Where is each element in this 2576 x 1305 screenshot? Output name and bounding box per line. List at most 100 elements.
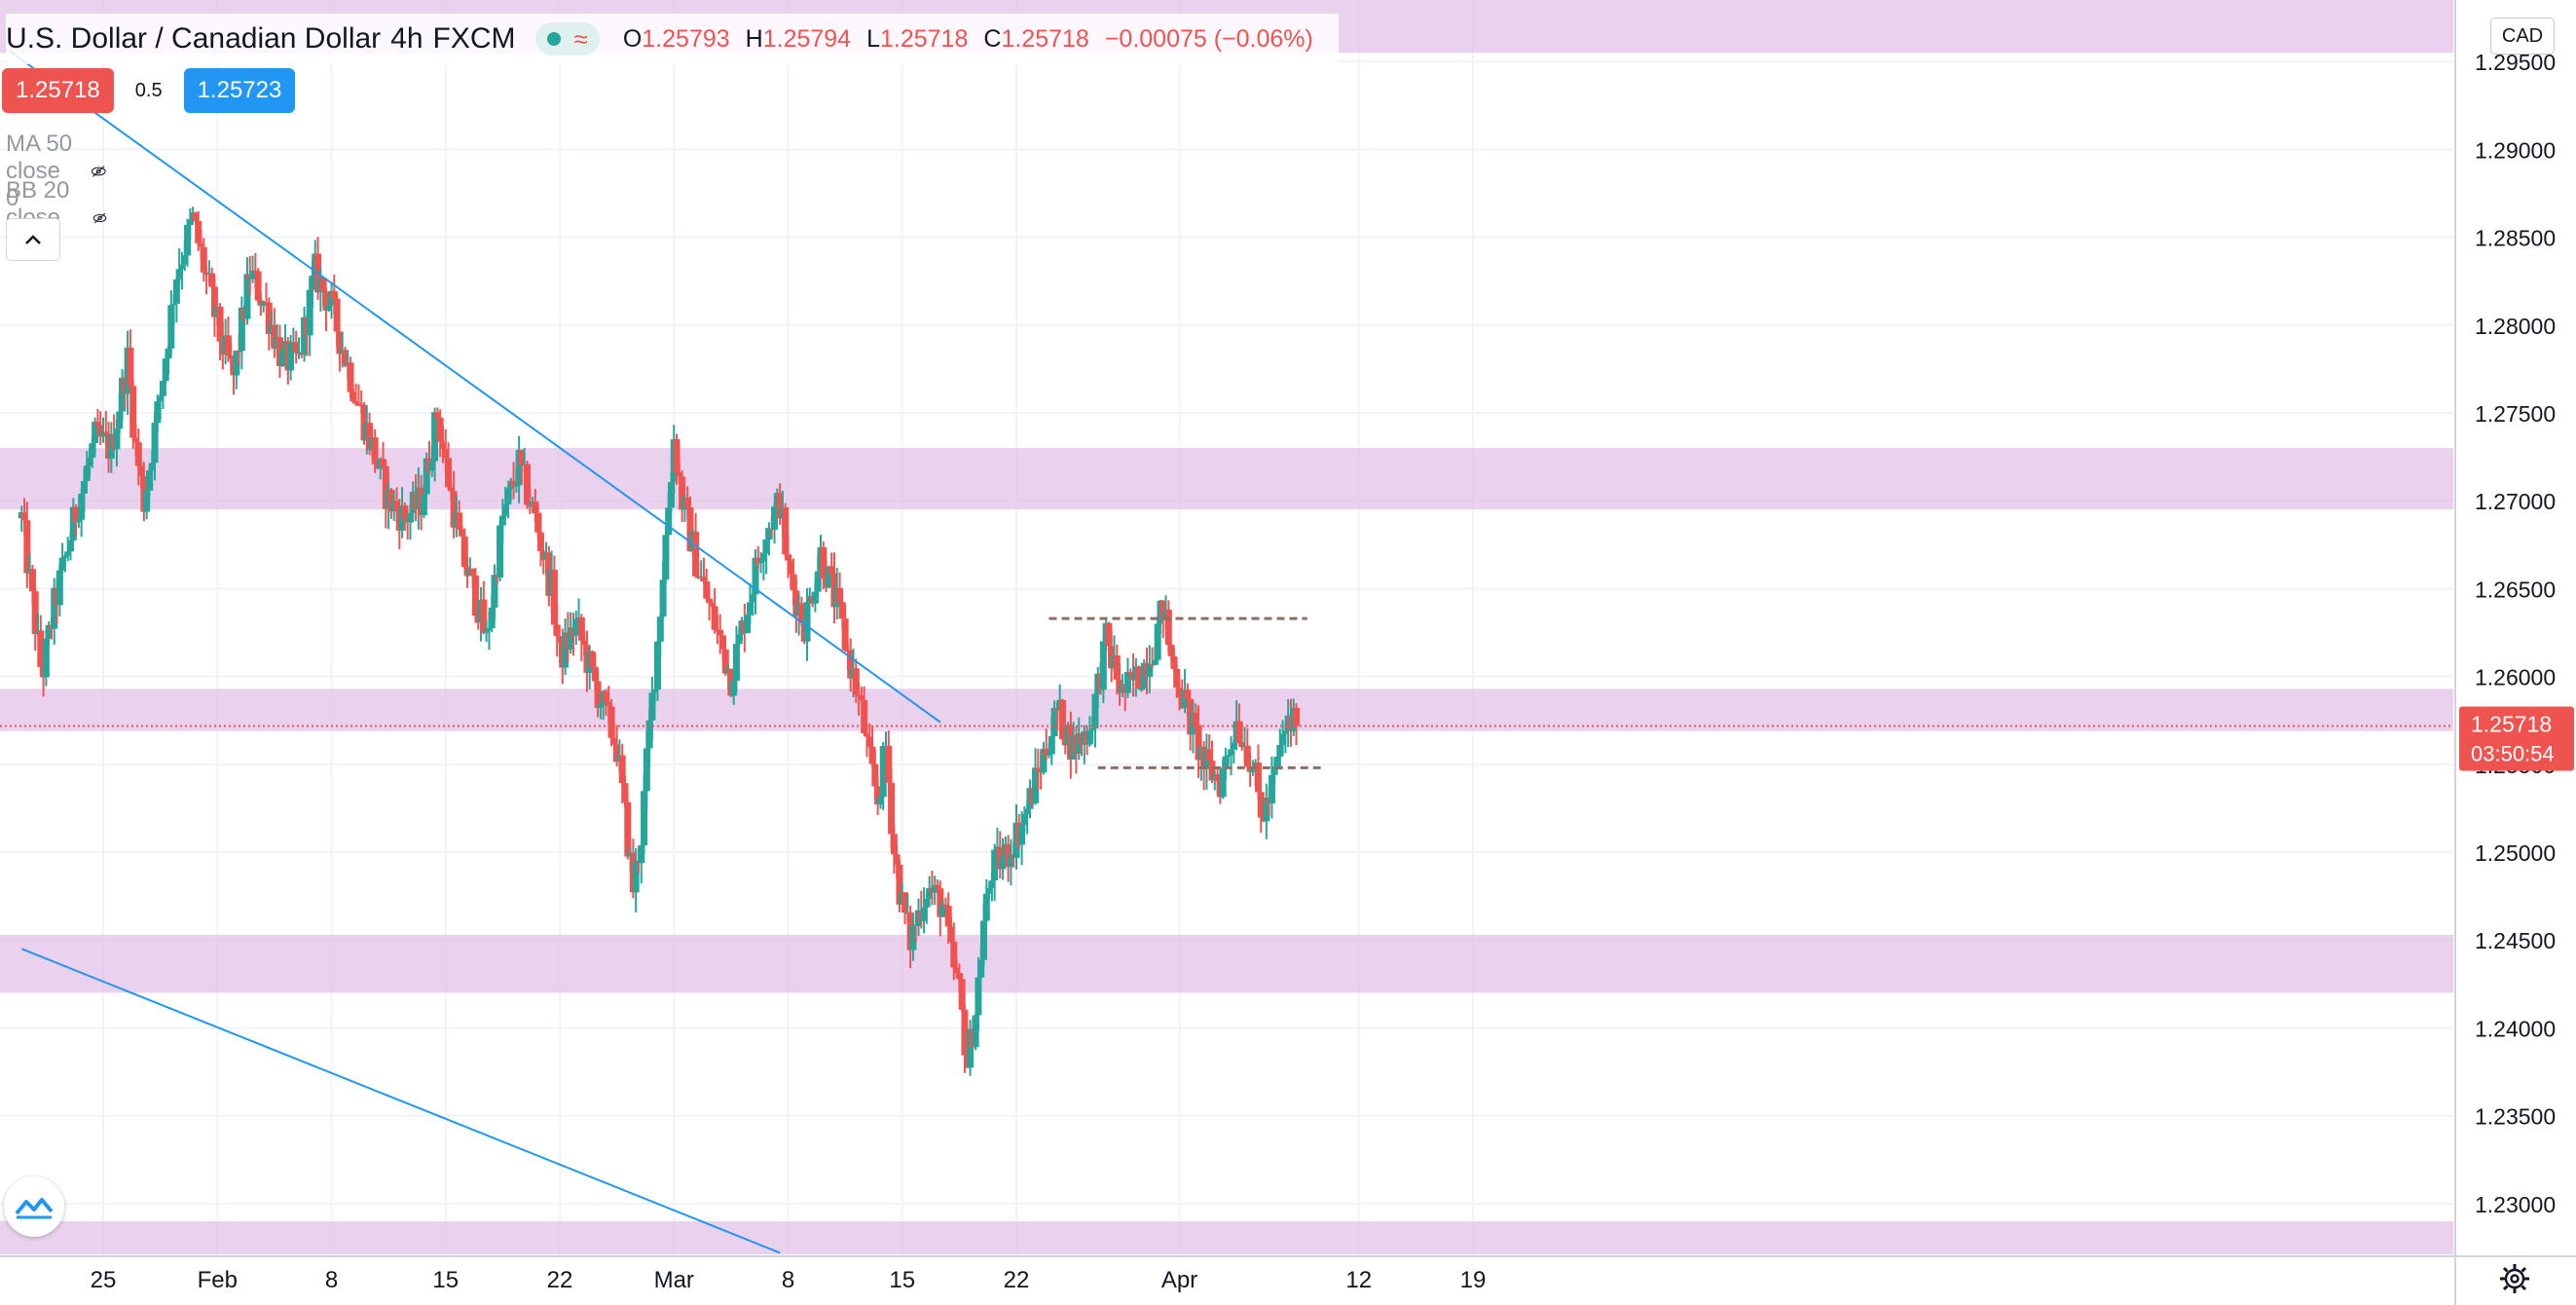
candle-body xyxy=(589,652,596,667)
y-tick-label: 1.26000 xyxy=(2475,665,2556,690)
candle-body xyxy=(154,401,162,424)
candle xyxy=(265,297,273,351)
candle-body xyxy=(350,392,357,402)
candle-body xyxy=(102,431,110,434)
candle-body xyxy=(45,624,53,639)
candle-body xyxy=(909,924,917,951)
y-tick-label: 1.23500 xyxy=(2475,1104,2556,1130)
candle-body xyxy=(1050,708,1058,736)
currency-button[interactable]: CAD xyxy=(2490,18,2555,55)
candle xyxy=(648,676,656,739)
candle xyxy=(1263,783,1270,839)
candle-body xyxy=(1113,654,1121,680)
spread-value: 0.5 xyxy=(134,79,163,101)
collapse-legend-button[interactable] xyxy=(6,218,60,261)
drawn-lines xyxy=(0,50,2453,1254)
candle-body xyxy=(162,358,169,382)
tradingview-logo-icon[interactable] xyxy=(4,1176,64,1237)
candle-body xyxy=(605,701,612,707)
eye-crossed-icon[interactable] xyxy=(92,205,107,231)
candle-body xyxy=(1279,733,1287,745)
x-tick-label: Mar xyxy=(654,1267,694,1293)
candle xyxy=(480,580,488,635)
candle-body xyxy=(51,587,58,629)
candle-body xyxy=(485,628,493,631)
candle-body xyxy=(116,411,124,429)
candle-body xyxy=(708,602,716,607)
candle xyxy=(445,442,453,490)
candle xyxy=(460,528,468,570)
candle-body xyxy=(999,856,1007,870)
candle-body xyxy=(1268,774,1275,803)
candle-body xyxy=(170,303,178,306)
sell-button[interactable]: 1.25718 xyxy=(2,68,114,113)
candle-body xyxy=(754,557,762,564)
candle-body xyxy=(1263,797,1270,822)
candle-body xyxy=(950,941,958,968)
candle xyxy=(352,383,360,406)
candle-body xyxy=(572,618,580,636)
eye-crossed-icon[interactable] xyxy=(91,159,107,184)
candle-body xyxy=(1137,689,1145,690)
candle-body xyxy=(771,506,779,530)
last-price-tag: 1.25718 03:50:54 xyxy=(2459,706,2574,771)
candle-body xyxy=(1205,749,1213,762)
candle-body xyxy=(732,644,740,682)
candle-body xyxy=(847,650,855,679)
candle-body xyxy=(667,482,675,508)
candle xyxy=(510,462,518,500)
candle-body xyxy=(683,497,691,507)
candle-body xyxy=(498,515,506,526)
candle-body xyxy=(456,512,463,530)
candle-body xyxy=(1238,742,1246,748)
candle-body xyxy=(137,466,145,476)
candle-body xyxy=(580,640,588,646)
candle-body xyxy=(553,624,561,637)
candle-body xyxy=(874,786,882,805)
candle-body xyxy=(577,616,585,641)
grid-lines xyxy=(0,0,2453,1256)
candle-body xyxy=(1281,730,1289,734)
candle-body xyxy=(991,849,999,881)
candle-body xyxy=(744,615,752,633)
candle-body xyxy=(208,273,216,287)
candle xyxy=(127,329,134,392)
candle-body xyxy=(618,755,626,784)
candle-body xyxy=(497,525,504,578)
gear-icon[interactable] xyxy=(2498,1262,2531,1295)
candle-body xyxy=(433,412,441,418)
candle-body xyxy=(1243,745,1251,767)
candle xyxy=(99,417,107,443)
candle-body xyxy=(967,1028,975,1068)
candle-body xyxy=(510,480,518,487)
candle xyxy=(515,435,523,503)
buy-button[interactable]: 1.25723 xyxy=(183,68,296,113)
candle-body xyxy=(192,212,200,221)
candle-body xyxy=(852,668,860,695)
candle xyxy=(861,686,868,734)
candle-body xyxy=(1159,600,1167,618)
candle xyxy=(1293,703,1301,746)
candle-body xyxy=(31,591,39,635)
candle-body xyxy=(1058,699,1066,740)
candle-body xyxy=(83,466,91,481)
candle-body xyxy=(1176,688,1183,697)
candle-body xyxy=(648,692,656,721)
candle-body xyxy=(934,884,941,889)
indicator-ma[interactable]: MA 50 close 0 xyxy=(6,130,107,212)
interval-label[interactable]: 4h xyxy=(390,22,423,55)
candle-body xyxy=(550,569,558,625)
candle-body xyxy=(676,471,683,477)
x-tick-label: 15 xyxy=(432,1267,459,1293)
candle-body xyxy=(1228,749,1235,756)
symbol-name[interactable]: U.S. Dollar / Canadian Dollar xyxy=(6,22,382,55)
candle xyxy=(621,775,629,807)
candle xyxy=(868,727,876,766)
y-tick-label: 1.23000 xyxy=(2475,1192,2556,1217)
candle xyxy=(471,568,479,623)
market-status-pill[interactable]: ≈ xyxy=(534,22,600,56)
candle-body xyxy=(1273,756,1281,767)
symbol-header[interactable]: U.S. Dollar / Canadian Dollar 4h FXCM ≈ … xyxy=(6,14,1339,64)
